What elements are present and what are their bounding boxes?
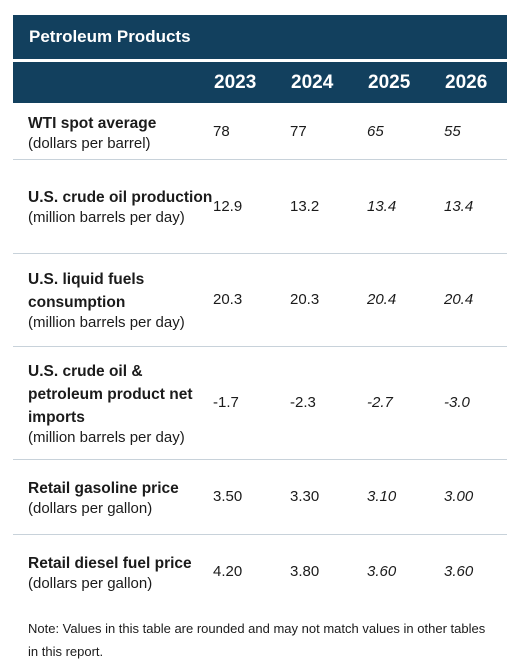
cell-value: 3.30 [290,488,320,505]
year-header: 2024 [291,72,334,93]
year-header: 2026 [445,72,488,93]
cell-value: -3.0 [444,394,470,411]
row-label: Retail diesel fuel price (dollars per ga… [13,534,213,609]
cell-value: -2.3 [290,394,316,411]
cell-value: 65 [367,123,384,141]
cell-value: 20.4 [444,291,474,308]
cell-value: -2.7 [367,394,393,411]
cell-value: 55 [444,123,461,141]
row-label: WTI spot average (dollars per barrel) [13,105,213,159]
cell-value: 12.9 [213,197,243,215]
row-label: U.S. liquid fuels consumption (million b… [13,253,213,346]
table-row: Retail gasoline price (dollars per gallo… [13,459,507,534]
table-frame: Petroleum Products 2023 2024 2025 2026 [13,15,507,103]
row-unit: (million barrels per day) [28,428,185,446]
table-row: U.S. crude oil production (million barre… [13,159,507,253]
row-name: WTI spot average [28,114,157,132]
year-header-row: 2023 2024 2025 2026 [13,62,507,103]
row-label: Retail gasoline price (dollars per gallo… [13,459,213,534]
row-name: U.S. crude oil & petroleum product net i… [28,362,193,426]
table-row: Retail diesel fuel price (dollars per ga… [13,534,507,609]
table-row: U.S. liquid fuels consumption (million b… [13,253,507,346]
row-label: U.S. crude oil production (million barre… [13,159,213,253]
cell-value: 3.10 [367,488,397,505]
year-header: 2023 [214,72,257,93]
row-label: U.S. crude oil & petroleum product net i… [13,346,213,459]
year-header: 2025 [368,72,411,93]
cell-value: 20.3 [290,291,320,308]
row-name: U.S. crude oil production [28,189,213,206]
cell-value: 3.60 [444,563,474,581]
cell-value: 4.20 [213,563,243,581]
row-name: U.S. liquid fuels consumption [28,271,145,311]
table-footnote: Note: Values in this table are rounded a… [28,621,486,659]
cell-value: 3.80 [290,563,320,581]
row-name: Retail diesel fuel price [28,554,192,572]
cell-value: 13.2 [290,197,320,215]
cell-value: 3.00 [444,488,474,505]
cell-value: -1.7 [213,394,239,411]
cell-value: 20.4 [367,291,397,308]
row-unit: (dollars per barrel) [28,134,151,152]
table-row: U.S. crude oil & petroleum product net i… [13,346,507,459]
petroleum-table: WTI spot average (dollars per barrel) 78… [13,105,507,609]
cell-value: 77 [290,123,307,141]
table-title: Petroleum Products [13,15,507,59]
cell-value: 20.3 [213,291,243,308]
row-name: Retail gasoline price [28,479,179,497]
cell-value: 13.4 [367,197,397,215]
row-unit: (million barrels per day) [28,314,185,331]
row-unit: (dollars per gallon) [28,574,153,592]
row-unit: (dollars per gallon) [28,499,153,517]
cell-value: 13.4 [444,197,474,215]
cell-value: 3.50 [213,488,243,505]
table-row: WTI spot average (dollars per barrel) 78… [13,105,507,159]
cell-value: 78 [213,123,230,141]
row-unit: (million barrels per day) [28,209,185,226]
cell-value: 3.60 [367,563,397,581]
